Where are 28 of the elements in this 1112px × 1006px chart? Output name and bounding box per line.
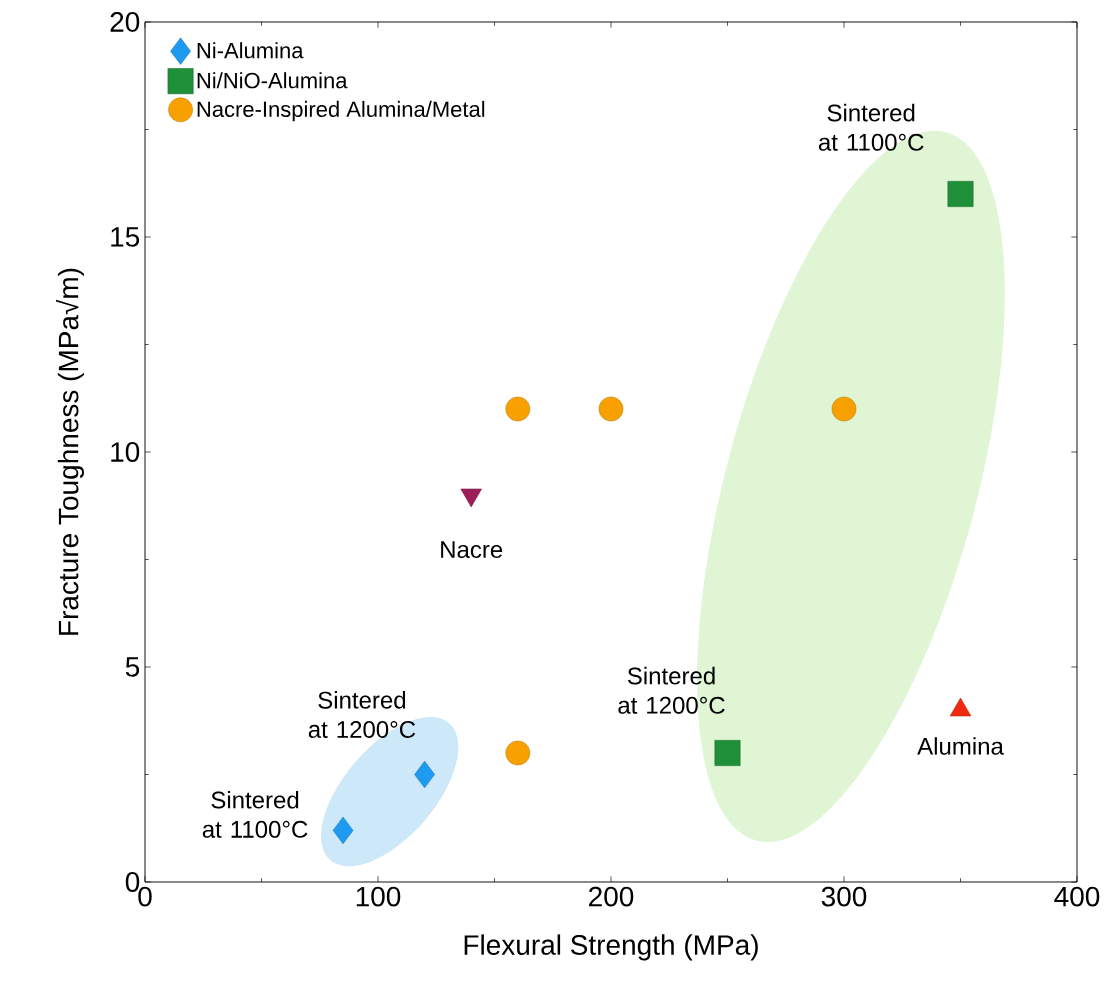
annotation: Sintered at 1100°C [202, 790, 308, 838]
point [831, 396, 857, 422]
y-tick-label: 15 [111, 227, 140, 247]
legend-label: Ni-Alumina [197, 42, 304, 59]
annotation: Sintered at 1200°C [618, 666, 725, 714]
x-tick-label: 200 [589, 886, 634, 907]
y-tick-label: 10 [111, 442, 140, 462]
x-tick-label: 400 [1054, 886, 1100, 907]
y-tick-label: 0 [125, 872, 140, 892]
x-tick-label: 300 [821, 886, 867, 907]
annotation: Alumina [917, 737, 1004, 755]
y-axis-title: Fracture Toughness (MPa√m) [56, 268, 84, 635]
annotation: Sintered at 1200°C [308, 691, 416, 738]
point [947, 181, 974, 207]
annotation: Sintered at 1100°C [818, 103, 924, 151]
x-tick-label: 100 [356, 886, 401, 907]
legend-label: Nacre-Inspired Alumina/Metal [197, 100, 485, 122]
point [505, 740, 531, 766]
point [505, 396, 531, 422]
y-tick-label: 5 [125, 657, 140, 677]
annotation: Nacre [441, 541, 503, 559]
point [598, 396, 624, 422]
point [414, 760, 435, 789]
y-tick-label: 20 [110, 12, 140, 32]
point [332, 816, 354, 844]
x-axis-title: Flexural Strength (MPa) [464, 934, 758, 961]
point [714, 740, 741, 766]
legend-label: Ni/NiO-Alumina [197, 72, 348, 89]
